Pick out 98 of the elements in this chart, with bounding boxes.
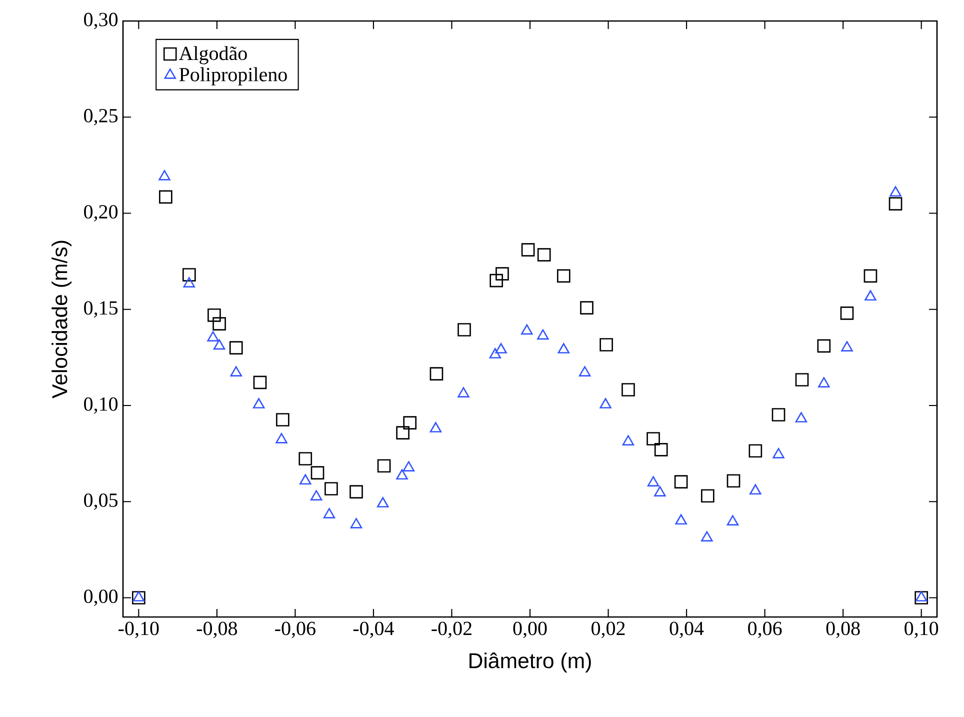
point [300,474,312,485]
point [914,591,928,604]
point [430,422,442,432]
point [818,377,830,388]
point [208,308,221,322]
point [674,475,688,488]
point [647,476,660,486]
point [675,514,687,525]
y-tick-label: 0,25 [84,108,118,126]
point [622,383,635,396]
point [795,412,808,422]
x-tick-label: 0,02 [592,622,625,638]
point [396,426,410,440]
x-tick-label: 0,10 [904,622,938,638]
point [276,413,290,426]
point [182,268,196,282]
point [864,269,878,283]
point [537,248,551,262]
x-axis-title: Diâmetro (m) [470,652,591,673]
point [701,489,714,503]
point [324,482,338,496]
point [230,366,242,376]
point [458,387,470,398]
point [580,301,594,315]
point [840,306,854,320]
point [578,366,591,376]
legend-label: Polipropileno [179,67,287,86]
point [521,324,533,335]
point [600,398,612,408]
y-tick-label: 0,10 [84,397,118,414]
point [646,432,660,446]
legend-label: Algodão [178,46,247,64]
point [490,274,504,288]
x-tick-label: 0,08 [826,622,860,638]
point [890,186,902,197]
point [253,376,267,390]
point [350,518,362,528]
x-tick-label: 0,00 [513,622,547,638]
point [396,469,408,480]
point [726,474,740,488]
x-tick-label: -0,02 [432,622,472,638]
point [430,367,444,380]
point [252,398,265,408]
point [377,459,391,473]
point [458,323,471,336]
point [350,485,363,498]
point [213,339,226,350]
point [888,197,902,210]
x-tick-label: 0,06 [748,622,782,638]
point [132,591,145,602]
x-tick-label: -0,10 [118,622,159,638]
point [817,339,831,353]
point [489,348,502,358]
point [183,277,196,288]
point [310,466,324,480]
y-tick-label: 0,05 [84,493,118,510]
point [229,341,243,354]
x-tick-label: -0,08 [196,622,237,638]
point [654,443,668,456]
point [403,416,417,430]
point [915,591,928,602]
point [841,341,853,352]
point [600,338,613,352]
point [521,243,535,256]
point [496,267,509,280]
point [537,329,549,340]
point [772,408,786,422]
point [556,269,570,283]
point [495,343,507,354]
point [795,373,809,386]
point [622,435,634,446]
point [701,531,713,542]
y-tick-label: 0,00 [84,590,118,606]
y-tick-label: 0,30 [84,12,118,30]
point [402,461,415,472]
point [276,433,288,444]
point [310,490,322,500]
point [158,190,172,204]
point [207,331,219,342]
point [323,508,336,518]
point [132,591,146,604]
point [654,486,666,496]
point [558,343,570,354]
x-tick-label: -0,04 [353,622,394,638]
x-tick-label: -0,06 [275,622,316,638]
x-tick-label: 0,04 [670,622,704,638]
point [772,448,784,458]
point [726,515,739,526]
point [748,444,762,458]
point [212,317,226,330]
point [376,497,389,508]
y-tick-label: 0,20 [84,205,118,222]
point [298,452,312,466]
point [750,484,762,495]
y-axis-title: Velocidade (m/s) [52,240,72,398]
point [864,290,876,301]
y-tick-label: 0,15 [84,301,118,318]
point [158,170,170,180]
